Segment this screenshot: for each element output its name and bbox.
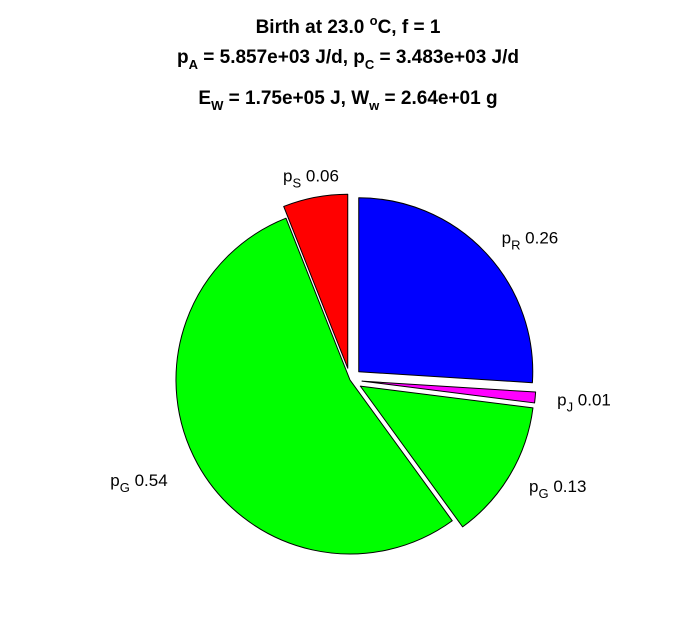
pie-labels: pR 0.26 pJ 0.01 pG 0.13 pG 0.54 pS 0.06 xyxy=(110,167,611,501)
pie-slice-pR-0.26 xyxy=(358,197,534,384)
pie-slice-pS-0.06 xyxy=(283,193,349,369)
pie-label-pJ-0.01: pJ 0.01 xyxy=(557,391,611,415)
pie-label-pR-0.26: pR 0.26 xyxy=(502,229,559,253)
pie-label-pG-0.54: pG 0.54 xyxy=(110,471,167,495)
chart-title-line-2: pA = 5.857e+03 J/d, pC = 3.483e+03 J/d xyxy=(177,47,519,72)
pie-label-pS-0.06: pS 0.06 xyxy=(283,167,339,191)
pie-slice-pG-0.13 xyxy=(359,385,534,528)
chart-title-line-1: Birth at 23.0 oC, f = 1 xyxy=(256,13,441,38)
pie-slice-pG-0.54 xyxy=(175,217,453,555)
pie-slices xyxy=(175,193,537,555)
pie-slice-pJ-0.01 xyxy=(361,380,537,404)
pie-label-pG-0.13: pG 0.13 xyxy=(529,477,586,501)
chart-title-line-3: EW = 1.75e+05 J, Ww = 2.64e+01 g xyxy=(198,88,497,113)
